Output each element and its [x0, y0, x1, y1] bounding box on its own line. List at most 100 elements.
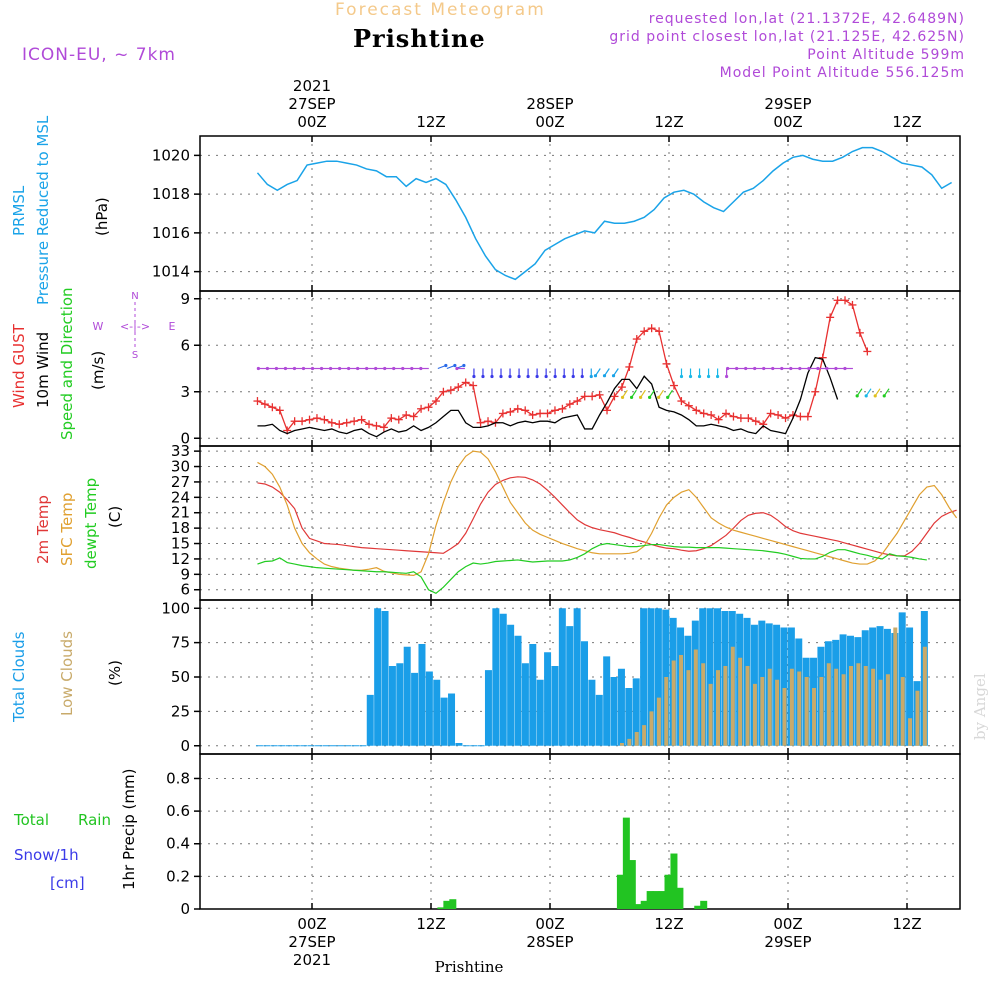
temp-line-1 [257, 450, 958, 576]
compass-s: S [132, 350, 138, 361]
rain-bar [616, 874, 624, 909]
ytick-label: 0 [180, 737, 190, 755]
wind-labels: Wind GUST 10m Wind Speed and Direction (… [10, 287, 176, 440]
low-cloud-bar [760, 677, 765, 746]
wind-direction-head [338, 366, 342, 371]
top-time-label: 12Z [892, 113, 921, 131]
rain-bar [628, 860, 636, 909]
requested-coords: requested lon,lat (21.1372E, 42.6489N) [649, 11, 965, 27]
top-time-label: 28SEP [526, 95, 573, 113]
total-cloud-bar [514, 635, 522, 746]
total-cloud-bar [403, 646, 411, 746]
cloud-label-low: Low Clouds [58, 631, 76, 716]
total-cloud-bar [625, 688, 633, 746]
compass-e: E [169, 320, 176, 333]
top-time-label: 12Z [654, 113, 683, 131]
pressure-line [256, 146, 953, 281]
compass-n: N [131, 291, 138, 302]
rain-bar [670, 853, 678, 909]
total-cloud-bar [581, 641, 589, 746]
bottom-time-label: 27SEP [288, 933, 335, 951]
wind-direction-head [589, 374, 593, 379]
temp-line-0 [257, 476, 957, 557]
low-cloud-bar [671, 660, 676, 746]
panel-frame [199, 445, 961, 601]
wind-direction-head [392, 366, 396, 371]
total-cloud-bar [521, 663, 529, 746]
ytick-label: 1016 [152, 224, 190, 242]
wind-direction-head [328, 366, 333, 371]
bottom-time-label: 12Z [892, 915, 921, 933]
low-cloud-bar [723, 666, 728, 746]
wind-direction-head [706, 374, 711, 379]
wind-direction-head [553, 374, 557, 379]
low-cloud-bar [922, 646, 927, 746]
temp-label-sfc: SFC Temp [58, 493, 76, 566]
rain-bar [640, 900, 648, 909]
wind-direction-head [807, 366, 811, 371]
pressure-label-prmsl: PRMSL [10, 185, 28, 236]
ytick-label: 0.2 [166, 867, 190, 885]
ytick-label: 75 [171, 634, 190, 652]
wind-direction-head [753, 366, 757, 371]
wind-direction-head [697, 374, 702, 379]
total-cloud-bar [603, 656, 611, 746]
precip-unit: 1hr Precip (mm) [120, 769, 138, 890]
rain-bar [694, 905, 702, 909]
bottom-time-label: 28SEP [526, 933, 573, 951]
total-cloud-bar [418, 644, 426, 746]
low-cloud-bar [908, 718, 913, 746]
total-cloud-bar [780, 627, 788, 746]
pressure-unit: (hPa) [93, 197, 111, 236]
low-cloud-bar [848, 666, 853, 746]
low-cloud-bar [686, 670, 691, 746]
temp-label-dewpt: dewpt Temp [82, 478, 100, 569]
low-cloud-bar [693, 649, 698, 746]
footer-location: Prishtine [435, 958, 504, 976]
low-cloud-bar [871, 668, 876, 746]
wind-direction-head [726, 366, 730, 371]
model-point-altitude: Model Point Altitude 556.125m [720, 65, 965, 81]
total-cloud-bar [654, 608, 662, 746]
wind-unit: (m/s) [89, 351, 107, 390]
wind-direction-head [855, 394, 859, 398]
low-cloud-bar [679, 655, 684, 746]
pressure-label-desc: Pressure Reduced to MSL [34, 115, 52, 305]
low-cloud-bar [767, 668, 772, 746]
top-time-label: 2021 [293, 77, 331, 95]
total-cloud-bar [499, 613, 507, 746]
total-cloud-bar [492, 608, 500, 746]
total-cloud-bar [640, 608, 648, 746]
total-cloud-bar [388, 666, 396, 746]
wind-direction-head [490, 374, 494, 379]
data-layer [253, 146, 958, 909]
low-cloud-bar [738, 657, 743, 746]
ytick-label: 9 [180, 290, 190, 308]
wind-direction-head [256, 366, 260, 371]
top-time-label: 27SEP [288, 95, 335, 113]
low-cloud-bar [642, 725, 647, 746]
rain-bar [449, 899, 457, 909]
rain-bar [646, 891, 654, 909]
wind-direction-head [301, 366, 306, 371]
wind-direction-head [843, 366, 847, 371]
total-cloud-bar [566, 626, 574, 746]
wind-direction-head [780, 366, 784, 371]
total-cloud-bar [588, 679, 596, 746]
wind-direction-head [535, 374, 539, 379]
wind-direction-head [455, 366, 459, 371]
low-cloud-bar [834, 668, 839, 746]
total-cloud-bar [448, 693, 456, 746]
precip-label-total: Total [13, 811, 49, 829]
low-cloud-bar [715, 670, 720, 746]
wind-direction-head [679, 374, 684, 379]
location-title: Prishtine [353, 24, 486, 53]
wind-direction-head [292, 366, 297, 371]
wind-direction-head [562, 374, 566, 379]
total-cloud-bar [573, 608, 581, 746]
rain-bar [437, 907, 445, 909]
compass-w: W [93, 320, 104, 333]
total-cloud-bar [366, 694, 374, 746]
wind-direction-head [638, 395, 643, 399]
low-cloud-bar [856, 663, 861, 746]
